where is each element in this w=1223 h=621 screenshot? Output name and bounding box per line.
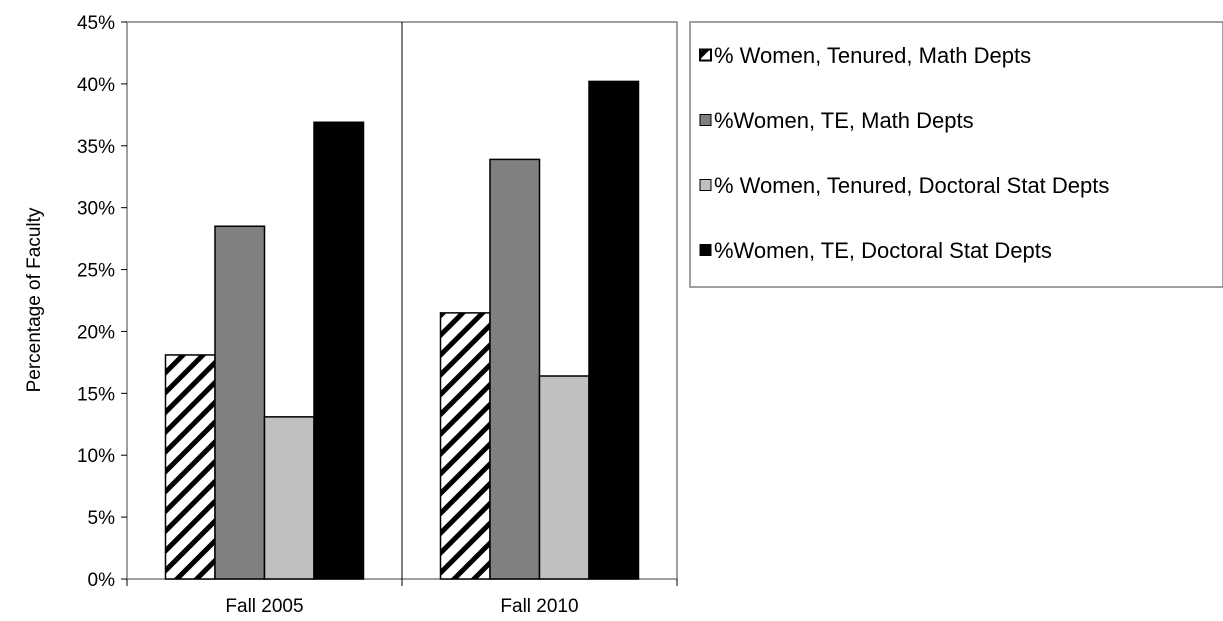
legend-swatch [699,179,712,191]
y-tick-label: 45% [77,13,115,34]
bar [164,354,216,580]
y-tick-label: 30% [77,199,115,220]
y-tick-label: 15% [77,384,115,405]
x-tick-label: Fall 2010 [500,596,578,617]
bar [313,121,365,580]
y-tick-label: 0% [88,570,116,591]
legend-swatch [699,244,712,256]
legend-label: %Women, TE, Doctoral Stat Depts [714,238,1052,263]
legend-label: % Women, Tenured, Math Depts [714,43,1031,68]
legend: % Women, Tenured, Math Depts %Women, TE, … [689,21,1223,288]
y-tick-label: 25% [77,261,115,282]
legend-label: %Women, TE, Math Depts [714,108,974,133]
bars [164,80,640,580]
bar [538,375,590,580]
bar [263,416,315,580]
y-tick-label: 35% [77,137,115,158]
y-tick-label: 10% [77,446,115,467]
y-tick-label: 5% [88,508,116,529]
bar [439,312,491,580]
legend-box [689,21,1223,288]
legend-label: % Women, Tenured, Doctoral Stat Depts [714,173,1109,198]
x-tick-label: Fall 2005 [225,596,303,617]
y-tick-label: 20% [77,322,115,343]
y-tick-label: 40% [77,75,115,96]
y-axis: 0% 5% 10% 15% 20% 25% 30% 35% 40% 45% [77,13,127,591]
x-axis: Fall 2005 Fall 2010 [126,579,678,617]
legend-swatch [699,114,712,126]
bar [214,225,266,580]
legend-swatch [699,48,712,62]
y-axis-title: Percentage of Faculty [24,207,45,392]
bar [588,80,640,580]
bar [489,158,541,580]
